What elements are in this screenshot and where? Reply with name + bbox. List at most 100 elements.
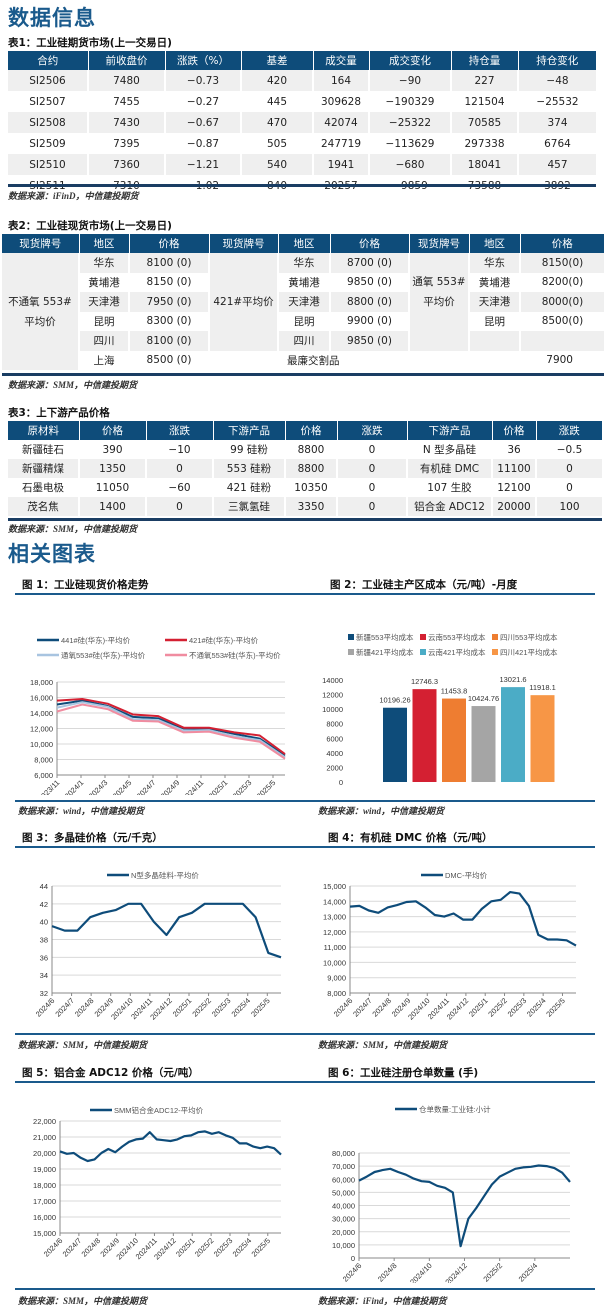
table2-header-1: 地区 <box>79 234 130 253</box>
y-tick-label: 44 <box>40 882 48 891</box>
table-cell: 1350 <box>79 459 147 478</box>
x-tick-label: 2025/4 <box>517 1261 540 1283</box>
table-row: 茂名焦 1400 0 三氯氢硅 3350 0 铝合金 ADC12 20000 100 <box>8 497 602 516</box>
cheapest-deliverable-value: 7900 <box>409 350 605 370</box>
table3-header-0: 原材料 <box>8 421 80 440</box>
table-cell: 107 生胶 <box>407 478 493 497</box>
grade-label-line: 平均价 <box>423 296 455 308</box>
table2-header-0: 现货牌号 <box>2 234 80 253</box>
legend-swatch <box>348 649 354 655</box>
table-cell: 374 <box>518 112 596 133</box>
table-cell: SI2508 <box>8 112 89 133</box>
table-cell: 7430 <box>88 112 166 133</box>
table-cell: −0.87 <box>165 133 242 154</box>
y-tick-label: 36 <box>40 953 48 962</box>
section-title-charts: 相关图表 <box>8 542 96 566</box>
table-cell: 390 <box>79 440 147 459</box>
table-row: SI2506 7480 −0.73 420 164 −90 227 −48 <box>8 70 596 91</box>
y-tick-label: 4000 <box>326 749 343 758</box>
table-row: 四川 8100 (0) 四川 9850 (0) <box>2 331 604 351</box>
y-tick-label: 40 <box>40 918 48 927</box>
y-tick-label: 8,000 <box>327 989 346 998</box>
bar-value-label: 11453.8 <box>441 687 468 696</box>
x-tick-label: 2025/3 <box>210 996 233 1019</box>
x-tick-label: 2025/5 <box>249 996 272 1019</box>
y-tick-label: 19,000 <box>33 1165 56 1174</box>
bar <box>501 687 525 782</box>
region-cell: 四川 <box>79 331 130 351</box>
legend-label: N型多晶硅料-平均价 <box>131 870 199 880</box>
table-cell: −0.67 <box>165 112 242 133</box>
y-tick-label: 10,000 <box>323 958 346 967</box>
legend-swatch <box>420 634 426 640</box>
table-cell: 470 <box>241 112 314 133</box>
chart3-top-rule <box>15 846 303 848</box>
y-tick-label: 6000 <box>326 734 343 743</box>
table2-header-3: 现货牌号 <box>209 234 279 253</box>
table-cell: −90 <box>369 70 452 91</box>
y-tick-label: 10,000 <box>30 740 53 749</box>
table-cell: 100 <box>536 497 602 516</box>
table-cell: −1.21 <box>165 154 242 175</box>
table-cell: 1941 <box>313 154 370 175</box>
table-row: 石墨电极 11050 −60 421 硅粉 10350 0 107 生胶 12100 0 <box>8 478 602 497</box>
table-cell: 445 <box>241 91 314 112</box>
y-tick-label: 12000 <box>322 691 343 700</box>
table-cell: SI2507 <box>8 91 89 112</box>
table-cell: −60 <box>146 478 214 497</box>
chart5-source: 数据来源：SMM，中信建投期货 <box>18 1296 148 1306</box>
region-cell: 天津港 <box>469 292 521 312</box>
grade-label-line: 不通氧 553# <box>8 295 72 308</box>
series-line <box>56 703 286 760</box>
table-row: SI2508 7430 −0.67 470 42074 −25322 70585 374 <box>8 112 596 133</box>
table3-bottom-rule <box>8 518 602 521</box>
table-cell: N 型多晶硅 <box>407 440 493 459</box>
table2-header-7: 地区 <box>469 234 521 253</box>
region-cell: 黄埔港 <box>278 272 331 292</box>
price-cell: 9900 (0) <box>330 311 410 331</box>
empty-cell <box>409 331 470 351</box>
table3-header-3: 下游产品 <box>213 421 286 440</box>
legend-swatch <box>492 649 498 655</box>
table-cell: −190329 <box>369 91 452 112</box>
y-tick-label: 2000 <box>326 763 343 772</box>
bar <box>412 689 437 782</box>
y-tick-label: 17,000 <box>33 1197 56 1206</box>
x-tick-label: 2025/1 <box>171 996 194 1019</box>
legend-label: 四川553平均成本 <box>500 632 558 642</box>
x-tick-label: 2024/6 <box>341 1261 364 1283</box>
y-tick-label: 40,000 <box>332 1202 355 1211</box>
table-row: SI2509 7395 −0.87 505 247719 −113629 297338 676… <box>8 133 596 154</box>
series-line <box>349 890 577 947</box>
region-cell: 华东 <box>469 253 521 273</box>
region-cell: 上海 <box>79 350 130 370</box>
futures-table: 合约 前收盘价 涨跌（%） 基差 成交量 成交变化 持仓量 持仓变化 SI2506 7480 −0… <box>8 51 596 196</box>
series-line <box>56 699 286 757</box>
table1-source: 数据来源：iFinD，中信建投期货 <box>8 191 139 201</box>
y-tick-label: 8000 <box>326 720 343 729</box>
table-cell: 0 <box>337 478 408 497</box>
price-cell: 8500 (0) <box>129 350 210 370</box>
x-tick-label: 2024/7 <box>135 778 158 795</box>
series-line <box>56 698 286 755</box>
table-cell: 247719 <box>313 133 370 154</box>
chart2-cost-bar-chart: 0 2000 4000 6000 8000 10000 12000 14000 10196.26… <box>322 632 558 787</box>
table-cell: 11050 <box>79 478 147 497</box>
table-row: 新疆硅石 390 −10 99 硅粉 8800 0 N 型多晶硅 36 −0.5 <box>8 440 602 459</box>
x-tick-label: 2024/6 <box>42 1236 65 1259</box>
x-tick-label: 2024/5 <box>111 778 134 795</box>
price-cell: 9850 (0) <box>330 272 410 292</box>
table-cell: 421 硅粉 <box>213 478 286 497</box>
spot-table: 现货牌号 地区 价格 现货牌号 地区 价格 现货牌号 地区 价格 不通氧 553# 平均价 华东 81… <box>2 234 605 370</box>
table-cell: 12100 <box>492 478 537 497</box>
chart1-source: 数据来源：wind，中信建投期货 <box>18 806 145 816</box>
x-tick-label: 2024/7 <box>351 996 374 1019</box>
y-tick-label: 15,000 <box>33 1229 56 1238</box>
x-tick-label: 2024/8 <box>370 996 393 1019</box>
table-cell: 99 硅粉 <box>213 440 286 459</box>
legend-label: 云南421平均成本 <box>428 647 486 657</box>
x-tick-label: 2025/4 <box>525 996 548 1019</box>
y-tick-label: 14000 <box>322 676 343 685</box>
y-tick-label: 14,000 <box>30 709 53 718</box>
table1-header-5: 成交变化 <box>369 51 452 70</box>
